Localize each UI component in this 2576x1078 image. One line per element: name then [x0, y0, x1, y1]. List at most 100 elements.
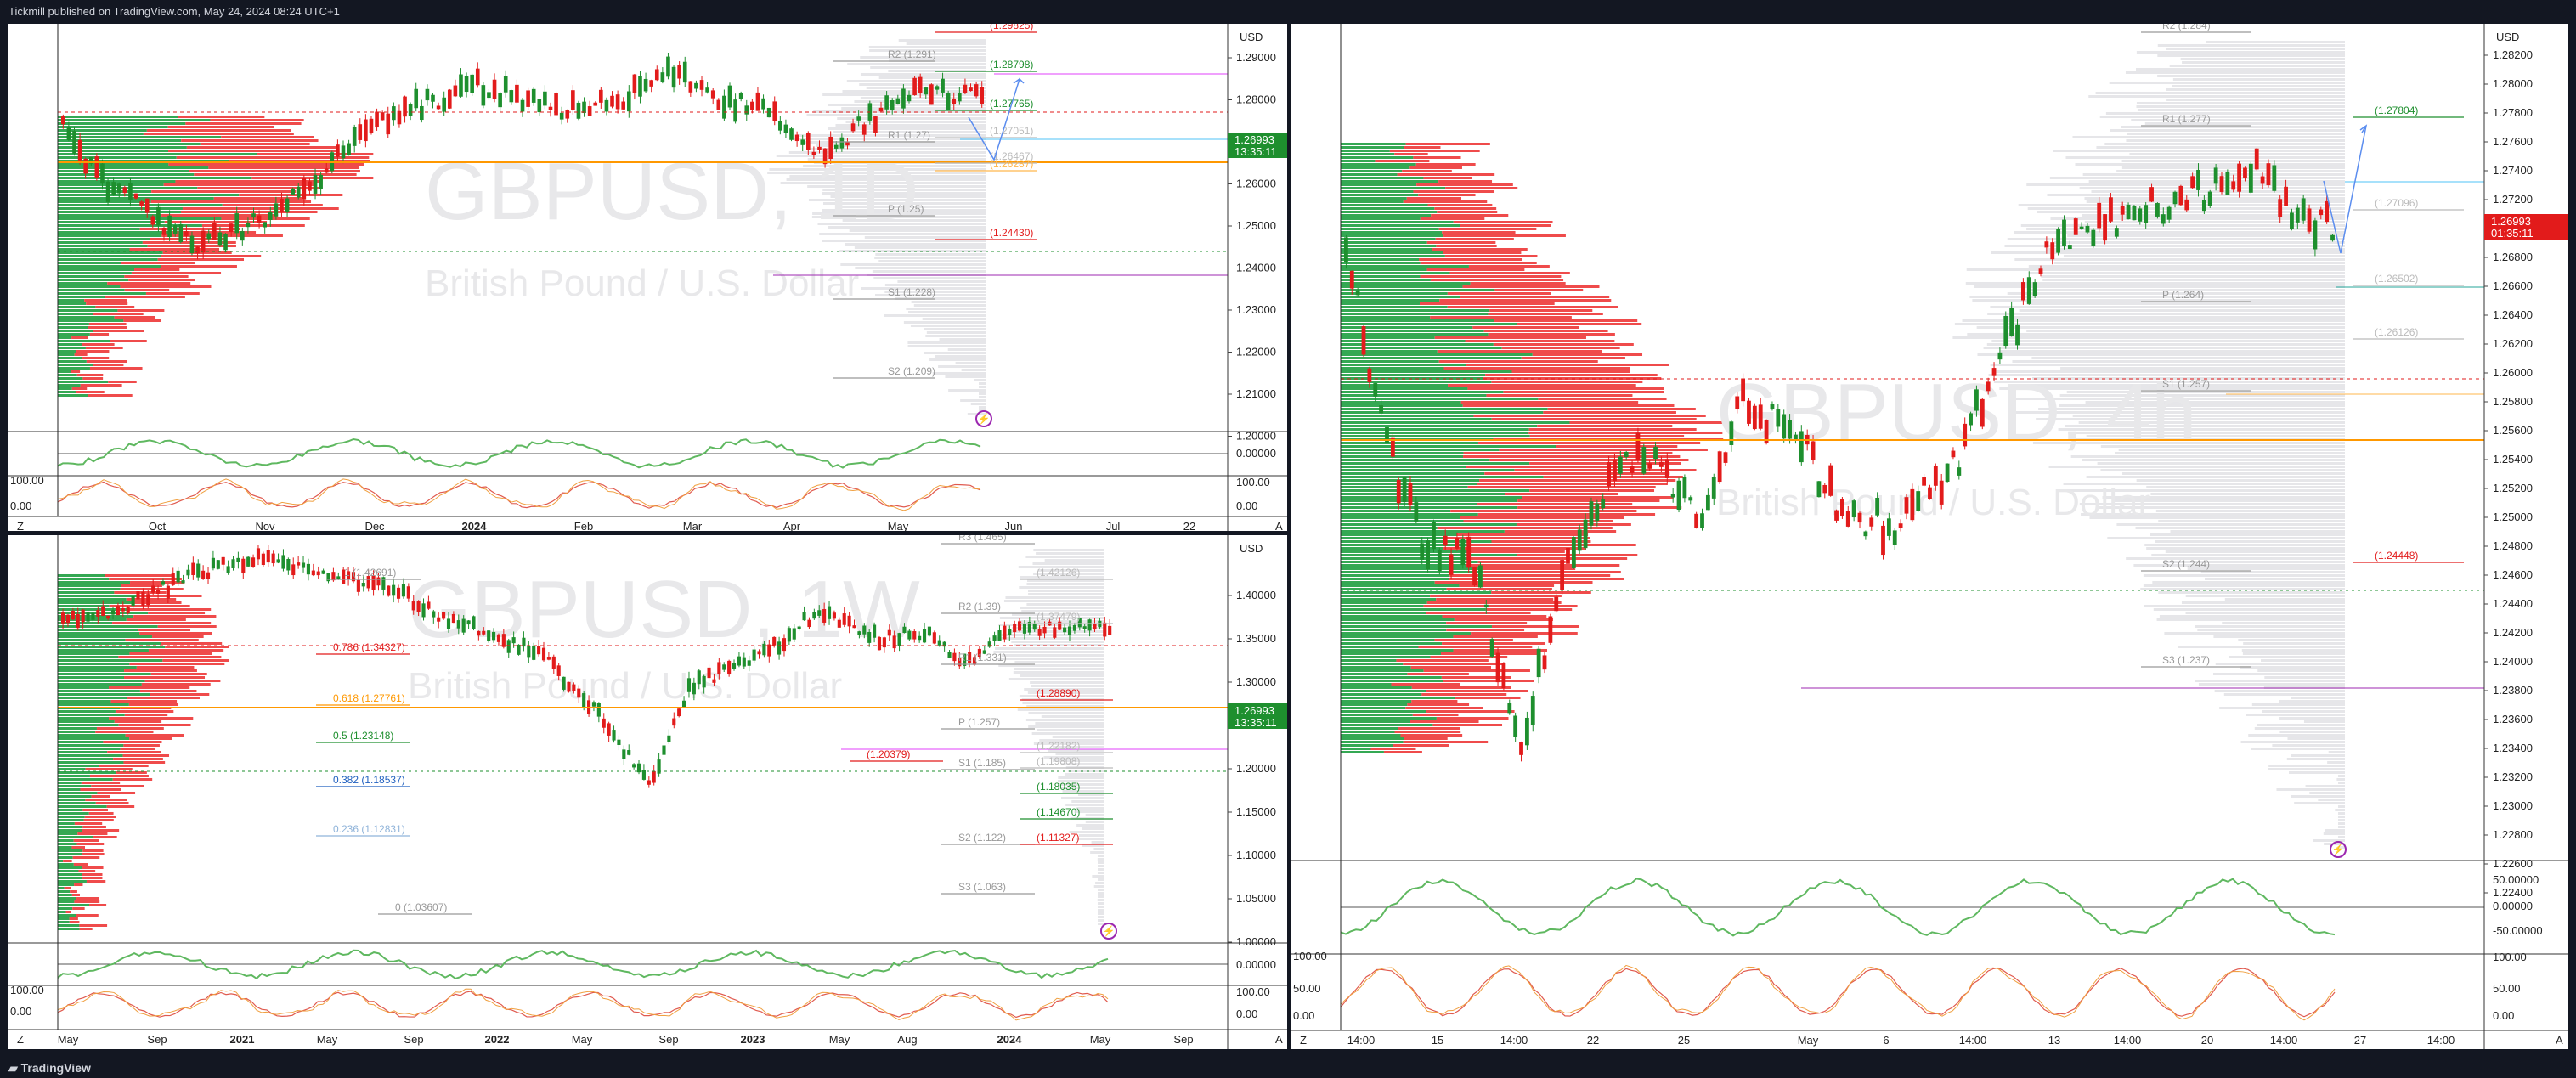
- volume-bar-up: [58, 649, 149, 652]
- volume-bar-down: [89, 367, 143, 370]
- time-axis-label: 13: [2048, 1034, 2060, 1047]
- volume-bar-up: [58, 914, 76, 917]
- candle-down: [2237, 163, 2242, 192]
- volume-bar-up: [1341, 717, 1437, 720]
- candle-up: [240, 231, 245, 241]
- volume-bar-up: [58, 863, 74, 866]
- volume-bar-up: [1341, 272, 1450, 274]
- volume-bar-up: [1341, 333, 1489, 336]
- candle-up: [341, 145, 346, 159]
- volume-profile-bar: [769, 168, 986, 171]
- volume-bar-up: [1341, 163, 1416, 166]
- candle-down: [496, 634, 501, 642]
- chart-panel-4h[interactable]: GBPUSD, 4h British Pound / U.S. Dollar R2 …: [1291, 24, 2568, 1049]
- candle-up: [576, 102, 581, 119]
- candle-up: [660, 72, 665, 82]
- candle-up: [924, 87, 929, 95]
- candle-up: [596, 703, 601, 717]
- chart-panel-daily[interactable]: GBPUSD, 1D British Pound / U.S. Dollar (1.…: [8, 24, 1287, 531]
- volume-profile-bar: [1025, 556, 1104, 558]
- oscillator-axis-label: 100.00: [1236, 476, 1270, 488]
- candle-down: [1560, 560, 1565, 591]
- volume-bar-down: [80, 788, 121, 791]
- volume-profile-bar: [1098, 892, 1104, 895]
- volume-bar-down: [82, 853, 105, 855]
- volume-profile-bar: [2136, 68, 2345, 71]
- candle-down: [565, 110, 570, 119]
- level-9: (1.24430): [935, 227, 1037, 240]
- volume-profile-bar: [2088, 95, 2345, 98]
- volume-bar-up: [58, 133, 144, 135]
- stochastic-k-line: [1340, 967, 2336, 1018]
- lightning-alert-icon[interactable]: ⚡: [975, 410, 992, 427]
- candle-down: [387, 585, 391, 596]
- lightning-alert-icon[interactable]: ⚡: [2330, 841, 2347, 858]
- watermark-description: British Pound / U.S. Dollar: [425, 262, 859, 304]
- time-axis-label: 14:00: [2427, 1034, 2455, 1047]
- volume-bar-down: [1394, 731, 1461, 733]
- volume-profile-bar: [2197, 629, 2345, 631]
- volume-bar-down: [139, 632, 212, 635]
- candle-down: [2109, 197, 2113, 222]
- volume-profile-bar: [1966, 268, 2345, 271]
- candle-down: [837, 619, 841, 628]
- volume-profile-bar: [845, 121, 986, 123]
- candle-up: [236, 557, 240, 562]
- watermark-symbol: GBPUSD, 1D: [425, 146, 918, 237]
- level-label: (1.18035): [1037, 781, 1080, 793]
- volume-bar-up: [58, 639, 126, 641]
- volume-bar-up: [1341, 302, 1420, 305]
- time-axis-label: May: [1090, 1033, 1111, 1046]
- volume-profile-bar: [1952, 336, 2345, 339]
- price-axis-label: 1.15000: [1236, 805, 1276, 818]
- candle-down: [767, 644, 771, 657]
- candle-up: [274, 203, 279, 217]
- volume-bar-down: [106, 805, 135, 808]
- candle-up: [727, 85, 732, 108]
- volume-bar-down: [121, 262, 195, 264]
- volume-bar-up: [58, 595, 139, 597]
- volume-bar-down: [124, 289, 170, 291]
- candle-up: [2196, 169, 2200, 190]
- volume-profile-bar: [993, 651, 1104, 653]
- candle-down: [712, 679, 716, 683]
- volume-bar-up: [58, 751, 108, 753]
- volume-bar-down: [175, 180, 321, 183]
- tradingview-logo[interactable]: ▰ TradingView: [8, 1061, 91, 1075]
- volume-bar-up: [58, 856, 73, 859]
- candle-down: [577, 688, 581, 698]
- volume-profile-bar: [2031, 377, 2345, 380]
- volume-bar-down: [1466, 557, 1628, 560]
- volume-profile-bar: [1972, 299, 2345, 302]
- volume-profile-bar: [913, 304, 986, 307]
- volume-profile-bar: [2067, 234, 2345, 237]
- candle-up: [947, 652, 952, 658]
- volume-profile-bar: [1013, 671, 1104, 674]
- lightning-alert-icon[interactable]: ⚡: [1100, 923, 1117, 940]
- candle-down: [974, 84, 979, 97]
- volume-bar-down: [168, 163, 364, 166]
- volume-bar-up: [1341, 160, 1376, 162]
- candle-up: [927, 626, 932, 636]
- volume-profile-bar: [2338, 812, 2345, 815]
- volume-profile-bar: [903, 321, 986, 324]
- volume-bar-up: [1341, 268, 1427, 271]
- volume-bar-down: [1493, 343, 1634, 346]
- volume-profile-bar: [2279, 731, 2345, 733]
- volume-bar-up: [1341, 411, 1544, 414]
- candle-up: [1705, 494, 1710, 511]
- candle-up: [181, 580, 185, 584]
- candle-up: [1355, 290, 1360, 296]
- time-axis-label: Aug: [897, 1033, 917, 1046]
- volume-profile-bar: [822, 240, 986, 242]
- chart-panel-weekly[interactable]: GBPUSD, 1W British Pound / U.S. Dollar R3 …: [8, 535, 1287, 1049]
- chart-canvas-daily[interactable]: GBPUSD, 1D British Pound / U.S. Dollar (1.…: [8, 24, 1287, 531]
- candle-up: [591, 702, 596, 707]
- stochastic-d-line: [57, 478, 981, 511]
- volume-bar-down: [1445, 187, 1518, 189]
